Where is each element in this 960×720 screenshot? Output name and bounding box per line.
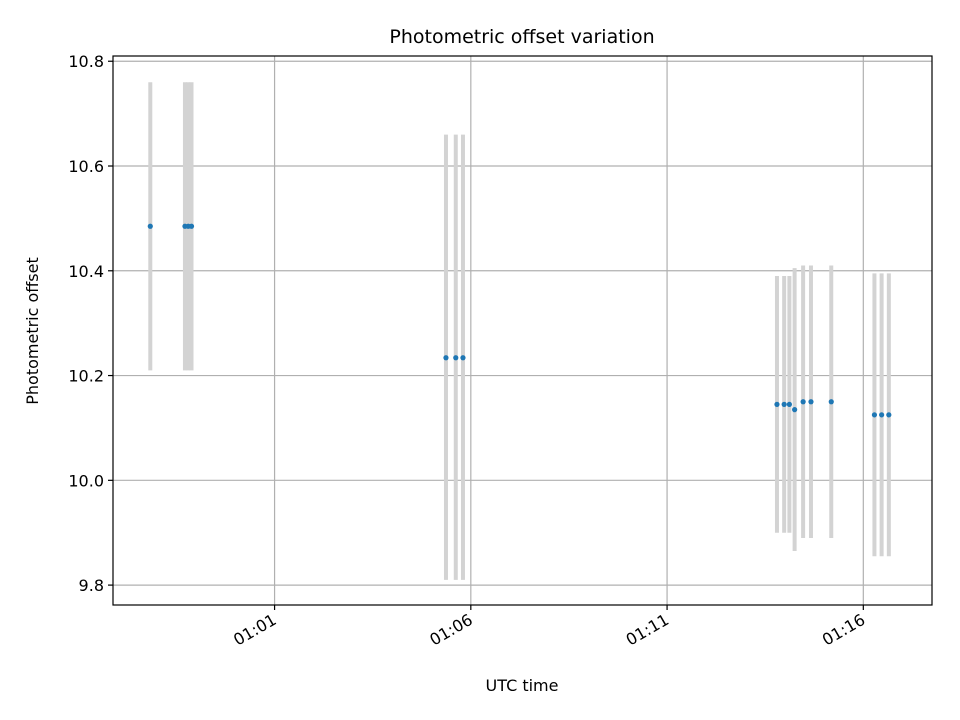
y-tick-label: 10.4: [68, 262, 104, 281]
data-point: [774, 401, 780, 407]
data-point: [786, 401, 792, 407]
x-axis-label: UTC time: [486, 676, 559, 695]
data-point: [886, 412, 892, 418]
data-point: [808, 399, 814, 405]
y-tick-label: 10.8: [68, 52, 104, 71]
data-points: [147, 223, 892, 418]
data-point: [828, 399, 834, 405]
data-point: [147, 223, 153, 229]
chart-title: Photometric offset variation: [389, 26, 654, 48]
y-tick-label: 10.0: [68, 471, 104, 490]
data-point: [453, 355, 459, 361]
data-point: [792, 407, 798, 413]
data-point: [871, 412, 878, 418]
data-point: [781, 401, 787, 407]
data-point: [443, 355, 449, 361]
data-point: [879, 412, 885, 418]
y-axis-label: Photometric offset: [23, 257, 42, 405]
y-tick-label: 10.6: [68, 157, 104, 176]
plot-frame: [112, 55, 933, 606]
data-point: [460, 355, 466, 361]
data-point: [188, 223, 195, 229]
data-point: [800, 399, 806, 405]
y-tick-label: 9.8: [79, 576, 104, 595]
y-tick-label: 10.2: [68, 367, 104, 386]
